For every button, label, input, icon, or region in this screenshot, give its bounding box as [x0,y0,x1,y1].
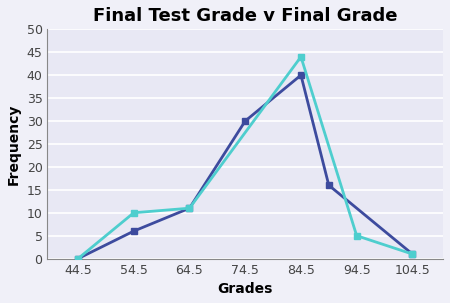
X-axis label: Grades: Grades [217,282,273,296]
Title: Final Test Grade v Final Grade: Final Test Grade v Final Grade [93,7,397,25]
Y-axis label: Frequency: Frequency [7,103,21,185]
